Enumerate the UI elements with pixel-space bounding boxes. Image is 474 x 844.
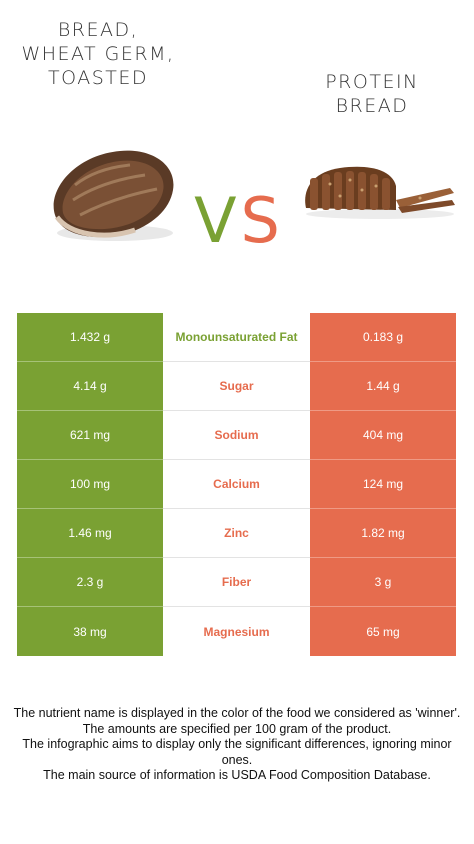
nutrient-name: Magnesium — [163, 607, 310, 656]
left-value: 1.432 g — [17, 313, 163, 362]
table-row: 1.432 g Monounsaturated Fat 0.183 g — [17, 313, 456, 362]
right-food-title: PROTEIN BREAD — [325, 71, 419, 117]
table-row: 1.46 mg Zinc 1.82 mg — [17, 509, 456, 558]
right-value: 124 mg — [310, 460, 456, 509]
left-food-title: BREAD, WHEAT GERM, TOASTED — [21, 19, 175, 89]
left-value: 2.3 g — [17, 558, 163, 607]
versus-label: VS — [184, 186, 294, 256]
footer-line-aims: The infographic aims to display only the… — [22, 737, 452, 767]
comparison-table: 1.432 g Monounsaturated Fat 0.183 g 4.14… — [17, 313, 456, 656]
right-value: 0.183 g — [310, 313, 456, 362]
footer-notes: The nutrient name is displayed in the co… — [10, 706, 464, 784]
left-value: 38 mg — [17, 607, 163, 656]
footer-line-winner: The nutrient name is displayed in the co… — [13, 706, 461, 720]
left-value: 4.14 g — [17, 362, 163, 411]
right-value: 404 mg — [310, 411, 456, 460]
versus-v: V — [194, 184, 241, 257]
nutrient-name: Sodium — [163, 411, 310, 460]
nutrient-name: Fiber — [163, 558, 310, 607]
table-row: 4.14 g Sugar 1.44 g — [17, 362, 456, 411]
right-value: 1.82 mg — [310, 509, 456, 558]
footer-line-source: The main source of information is USDA F… — [43, 768, 431, 782]
protein-bread-image — [305, 166, 455, 219]
left-value: 1.46 mg — [17, 509, 163, 558]
nutrient-name: Monounsaturated Fat — [163, 313, 310, 362]
nutrient-name: Zinc — [163, 509, 310, 558]
table-row: 38 mg Magnesium 65 mg — [17, 607, 456, 656]
right-value: 1.44 g — [310, 362, 456, 411]
wheat-germ-bread-image — [53, 150, 174, 241]
right-value: 65 mg — [310, 607, 456, 656]
table-row: 621 mg Sodium 404 mg — [17, 411, 456, 460]
nutrient-name: Sugar — [163, 362, 310, 411]
versus-s: S — [240, 184, 284, 257]
nutrient-name: Calcium — [163, 460, 310, 509]
right-value: 3 g — [310, 558, 456, 607]
table-row: 100 mg Calcium 124 mg — [17, 460, 456, 509]
footer-line-amounts: The amounts are specified per 100 gram o… — [82, 721, 392, 736]
left-value: 100 mg — [17, 460, 163, 509]
table-row: 2.3 g Fiber 3 g — [17, 558, 456, 607]
left-value: 621 mg — [17, 411, 163, 460]
